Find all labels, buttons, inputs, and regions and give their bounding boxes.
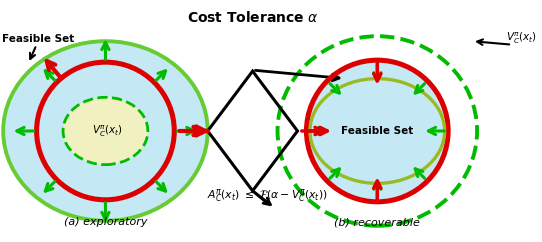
Ellipse shape	[306, 60, 448, 202]
Text: (a) exploratory: (a) exploratory	[64, 217, 147, 227]
Text: $\mathbf{Cost\ Tolerance}\ \alpha$: $\mathbf{Cost\ Tolerance}\ \alpha$	[187, 10, 318, 25]
Text: (b) recoverable: (b) recoverable	[334, 217, 420, 227]
Ellipse shape	[3, 41, 208, 221]
Text: $A_C^\pi(x_t)\ \leq\ \mathcal{F}(\alpha - V_C^\pi(x_t))$: $A_C^\pi(x_t)\ \leq\ \mathcal{F}(\alpha …	[207, 187, 328, 204]
Text: Feasible Set: Feasible Set	[341, 126, 414, 136]
Ellipse shape	[63, 97, 148, 165]
Text: Feasible Set: Feasible Set	[2, 34, 74, 44]
Text: $V_C^\pi(x_t)$: $V_C^\pi(x_t)$	[506, 31, 538, 46]
Text: $V_C^\pi(x_t)$: $V_C^\pi(x_t)$	[93, 123, 124, 139]
